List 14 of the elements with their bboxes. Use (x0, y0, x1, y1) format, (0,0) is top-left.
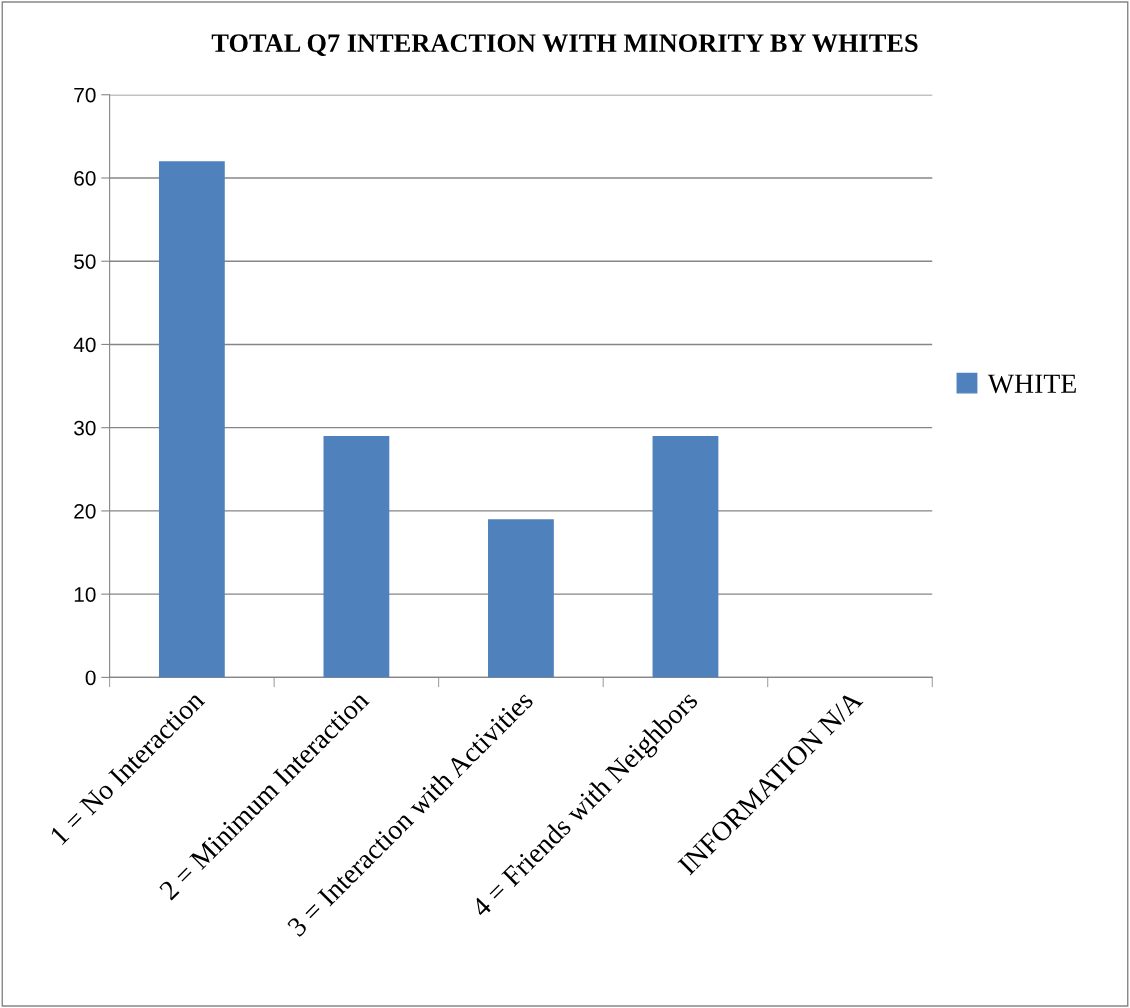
bar (488, 519, 554, 678)
y-tick-label: 50 (74, 254, 96, 269)
y-tick-label: 20 (74, 503, 96, 519)
bar (158, 161, 225, 678)
y-tick-label: 0 (85, 670, 96, 686)
y-tick-label: 60 (74, 170, 96, 186)
y-tick-label: 10 (74, 587, 96, 602)
y-tick-label: 30 (74, 420, 96, 436)
bar (652, 436, 719, 678)
y-tick-label: 40 (73, 337, 96, 353)
bar (323, 436, 390, 678)
legend-label: WHITE (987, 374, 1076, 394)
chart-title: TOTAL Q7 INTERACTION WITH MINORITY BY WHITES (211, 34, 918, 56)
y-tick-label: 70 (74, 87, 96, 103)
